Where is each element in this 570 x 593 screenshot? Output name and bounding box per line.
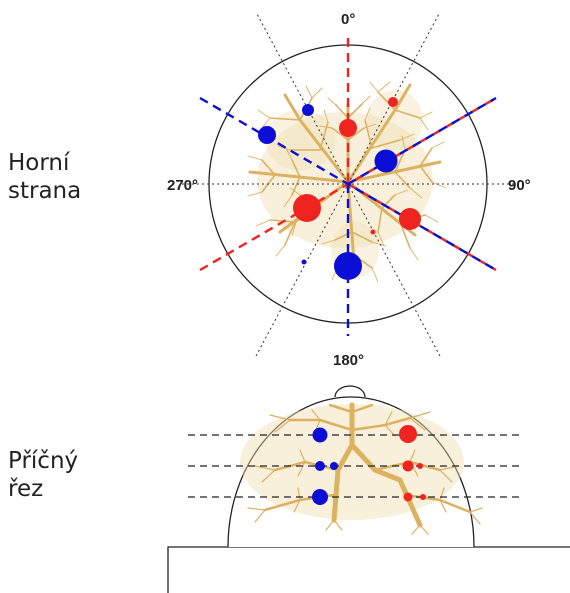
red-point bbox=[399, 208, 421, 230]
ground-surface bbox=[167, 546, 570, 593]
angle-label-270: 270° bbox=[167, 177, 198, 194]
cross-section-label-line2: řez bbox=[8, 476, 43, 502]
top-view: 0° 90° 180° 270° bbox=[167, 11, 531, 369]
red-point bbox=[293, 194, 321, 222]
red-point bbox=[420, 494, 426, 500]
cross-section bbox=[167, 385, 570, 593]
red-point bbox=[339, 119, 357, 137]
top-knob bbox=[334, 385, 366, 398]
red-point bbox=[399, 425, 417, 443]
blue-point bbox=[302, 104, 314, 116]
blue-point bbox=[312, 489, 328, 505]
measurement-points-top bbox=[258, 97, 421, 280]
angle-label-0: 0° bbox=[341, 11, 355, 28]
angle-label-180: 180° bbox=[333, 352, 364, 369]
red-point bbox=[417, 463, 423, 469]
red-point bbox=[370, 229, 376, 235]
top-view-label-line2: strana bbox=[8, 178, 81, 204]
red-point bbox=[402, 460, 414, 472]
blue-point bbox=[312, 427, 328, 443]
blue-point bbox=[258, 126, 276, 144]
red-point bbox=[403, 492, 413, 502]
blue-point bbox=[374, 149, 398, 173]
red-point bbox=[388, 97, 398, 107]
blue-point bbox=[330, 462, 338, 470]
blue-point bbox=[315, 461, 325, 471]
blue-point bbox=[301, 259, 307, 265]
top-view-label-line1: Horní bbox=[8, 150, 70, 176]
blue-point bbox=[334, 252, 362, 280]
angle-label-90: 90° bbox=[508, 177, 531, 194]
cross-section-label-line1: Příčný bbox=[8, 448, 78, 474]
measurement-points-section bbox=[312, 425, 426, 505]
section-levels bbox=[188, 434, 520, 498]
